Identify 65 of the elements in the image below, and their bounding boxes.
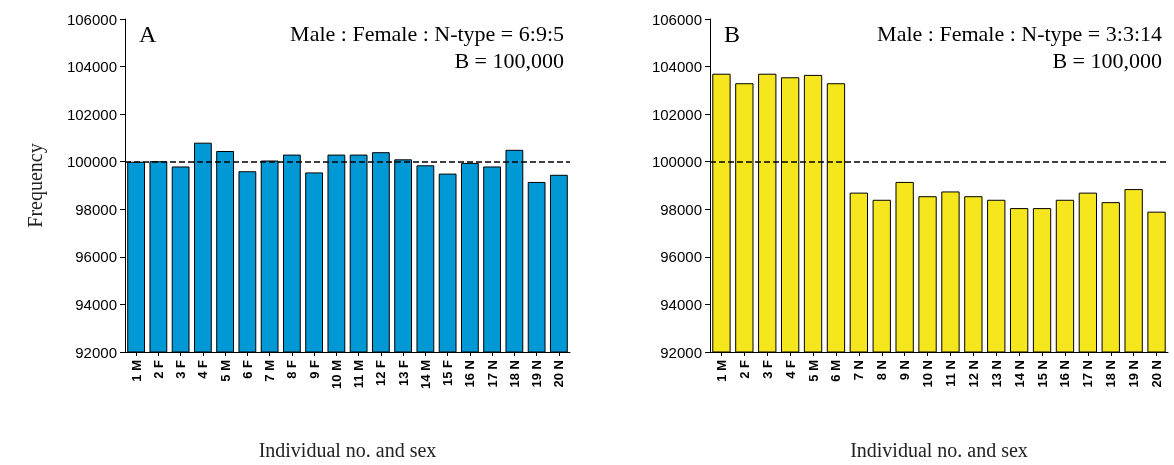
y-tick-label: 106000 <box>651 10 702 28</box>
x-tick-label: 4 F <box>195 359 211 379</box>
x-tick-label: 11 M <box>351 360 367 389</box>
x-tick-label: 1 M <box>713 360 729 382</box>
x-tick-label: 16 N <box>462 360 478 388</box>
x-tick-label: 20 N <box>1149 360 1165 388</box>
y-tick-label: 92000 <box>75 343 117 361</box>
x-tick-label: 12 F <box>373 359 389 387</box>
y-tick-label: 92000 <box>660 343 702 361</box>
y-tick-label: 104000 <box>651 58 702 76</box>
annotation: B <box>724 21 741 47</box>
x-tick-label: 17 N <box>1080 360 1096 388</box>
y-axis-title: Frequency <box>24 143 47 228</box>
x-tick-label: 7 M <box>262 360 278 382</box>
annotation: B = 100,000 <box>454 47 565 73</box>
x-tick-label: 14 N <box>1011 360 1027 388</box>
y-tick-label: 100000 <box>66 153 117 171</box>
x-tick-label: 13 F <box>395 359 411 387</box>
x-axis-title: Individual no. and sex <box>850 439 1028 461</box>
x-tick-label: 7 N <box>851 360 867 381</box>
y-tick-label: 106000 <box>66 10 117 28</box>
x-tick-label: 3 F <box>173 359 189 379</box>
x-tick-label: 19 N <box>529 360 545 388</box>
x-tick-label: 2 F <box>150 359 166 379</box>
annotation: Male : Female : N-type = 3:3:14 <box>877 20 1162 46</box>
x-tick-label: 13 N <box>988 360 1004 388</box>
x-tick-label: 10 N <box>920 360 936 388</box>
y-tick-label: 102000 <box>66 105 117 123</box>
x-tick-label: 5 M <box>805 360 821 382</box>
y-tick-label: 94000 <box>75 295 117 313</box>
x-tick-label: 6 M <box>828 360 844 382</box>
annotation: A <box>139 21 157 47</box>
x-tick-label: 9 F <box>306 359 322 379</box>
y-tick-label: 100000 <box>651 153 702 171</box>
x-tick-label: 11 N <box>942 360 958 387</box>
annotation: B = 100,000 <box>1052 47 1163 73</box>
x-tick-label: 10 M <box>328 360 344 389</box>
x-tick-label: 8 F <box>284 359 300 379</box>
x-tick-label: 18 N <box>1103 360 1119 388</box>
x-tick-label: 19 N <box>1126 360 1142 388</box>
y-tick-label: 98000 <box>75 200 117 218</box>
x-tick-label: 3 F <box>759 359 775 379</box>
x-tick-label: 5 M <box>217 360 233 382</box>
y-tick-label: 96000 <box>75 248 117 266</box>
x-tick-label: 18 N <box>506 360 522 388</box>
x-tick-label: 9 N <box>897 360 913 381</box>
x-tick-label: 1 M <box>128 360 144 382</box>
x-tick-label: 15 N <box>1034 360 1050 388</box>
x-tick-label: 12 N <box>965 360 981 388</box>
y-tick-label: 104000 <box>66 58 117 76</box>
x-axis-title: Individual no. and sex <box>258 439 437 461</box>
x-tick-label: 14 M <box>417 360 433 389</box>
y-tick-label: 102000 <box>651 105 702 123</box>
y-tick-label: 96000 <box>660 248 702 266</box>
x-tick-label: 4 F <box>782 359 798 379</box>
y-tick-label: 94000 <box>660 295 702 313</box>
annotation: Male : Female : N-type = 6:9:5 <box>290 20 564 46</box>
x-tick-label: 16 N <box>1057 360 1073 388</box>
x-tick-label: 17 N <box>484 360 500 388</box>
x-tick-label: 20 N <box>551 360 567 388</box>
x-tick-label: 2 F <box>736 359 752 379</box>
x-tick-label: 15 F <box>440 359 456 387</box>
y-tick-label: 98000 <box>660 200 702 218</box>
x-tick-label: 6 F <box>239 359 255 379</box>
x-tick-label: 8 N <box>874 360 890 381</box>
